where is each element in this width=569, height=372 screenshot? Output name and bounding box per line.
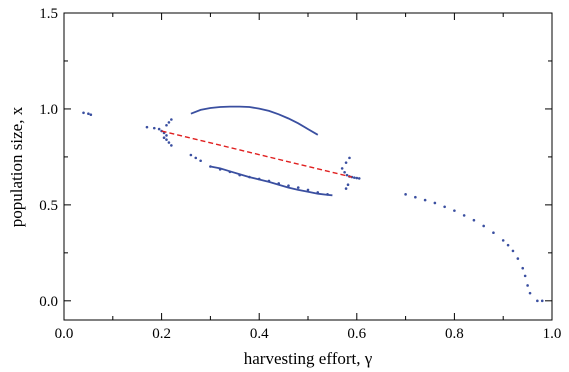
attractor-point	[453, 209, 456, 212]
attractor-point	[165, 138, 168, 141]
attractor-point	[414, 195, 417, 199]
attractor-point	[404, 193, 407, 196]
tick-labels: 0.0 0.2 0.4 0.6 0.8 1.0 0.0 0.5 1.0 1.5	[39, 6, 561, 342]
attractor-point	[523, 274, 527, 278]
x-tick-label: 0.0	[55, 326, 74, 342]
attractor-point	[199, 159, 202, 163]
y-axis-label: population size, x	[7, 106, 26, 227]
attractor-branch-line	[210, 165, 333, 197]
attractor-point	[162, 136, 166, 140]
y-tick-label: 1.5	[39, 6, 58, 22]
attractor-point	[167, 141, 171, 144]
attractor-point	[340, 167, 344, 170]
x-tick-label: 0.2	[152, 326, 171, 342]
attractor-point	[296, 186, 300, 189]
unstable-branch-line	[161, 130, 353, 178]
attractor-point	[344, 187, 348, 190]
attractor-point	[287, 184, 290, 187]
attractor-point	[353, 176, 356, 179]
attractor-point	[345, 173, 349, 177]
attractor-point	[346, 183, 350, 187]
attractor-point	[462, 214, 466, 217]
attractor-point	[165, 134, 168, 137]
attractor-point	[89, 113, 93, 116]
attractor-point	[355, 176, 359, 180]
attractor-point	[492, 231, 495, 234]
attractor-point	[170, 144, 173, 147]
attractor-point	[423, 198, 427, 202]
attractor-point	[165, 123, 168, 127]
attractor-point	[87, 112, 90, 116]
attractor-point	[528, 291, 532, 295]
attractor-point	[82, 111, 85, 115]
attractor-point	[443, 205, 446, 209]
attractor-point	[472, 218, 476, 222]
x-tick-label: 1.0	[543, 326, 562, 342]
x-tick-label: 0.8	[445, 326, 464, 342]
attractor-point	[526, 284, 529, 287]
attractor-point	[501, 239, 505, 242]
attractor-branch-line	[190, 105, 319, 136]
attractor-point	[506, 243, 510, 247]
x-axis-label: harvesting effort, γ	[244, 349, 373, 368]
attractor-point	[306, 188, 310, 192]
tick-marks	[63, 12, 553, 320]
attractor-point	[343, 170, 346, 174]
attractor-point	[511, 249, 515, 253]
x-tick-label: 0.4	[250, 326, 269, 342]
attractor-point	[194, 156, 198, 160]
attractor-point	[482, 224, 485, 228]
attractor-point	[433, 201, 437, 205]
y-tick-label: 0.0	[39, 294, 58, 310]
attractor-point	[170, 118, 173, 121]
attractor-point	[189, 153, 193, 157]
attractor-point	[344, 161, 348, 164]
attractor-point	[540, 299, 544, 303]
attractor-point	[357, 177, 361, 180]
plot-area	[82, 105, 544, 303]
y-tick-label: 0.5	[39, 198, 58, 214]
attractor-point	[521, 266, 525, 270]
plot-frame	[63, 12, 553, 321]
attractor-point	[157, 127, 161, 131]
attractor-point	[516, 257, 520, 260]
attractor-point	[167, 121, 171, 124]
attractor-point	[348, 156, 351, 160]
x-tick-label: 0.6	[347, 326, 366, 342]
y-tick-label: 1.0	[39, 102, 58, 118]
attractor-point	[152, 126, 156, 130]
attractor-point	[536, 299, 539, 303]
attractor-point	[145, 125, 149, 129]
